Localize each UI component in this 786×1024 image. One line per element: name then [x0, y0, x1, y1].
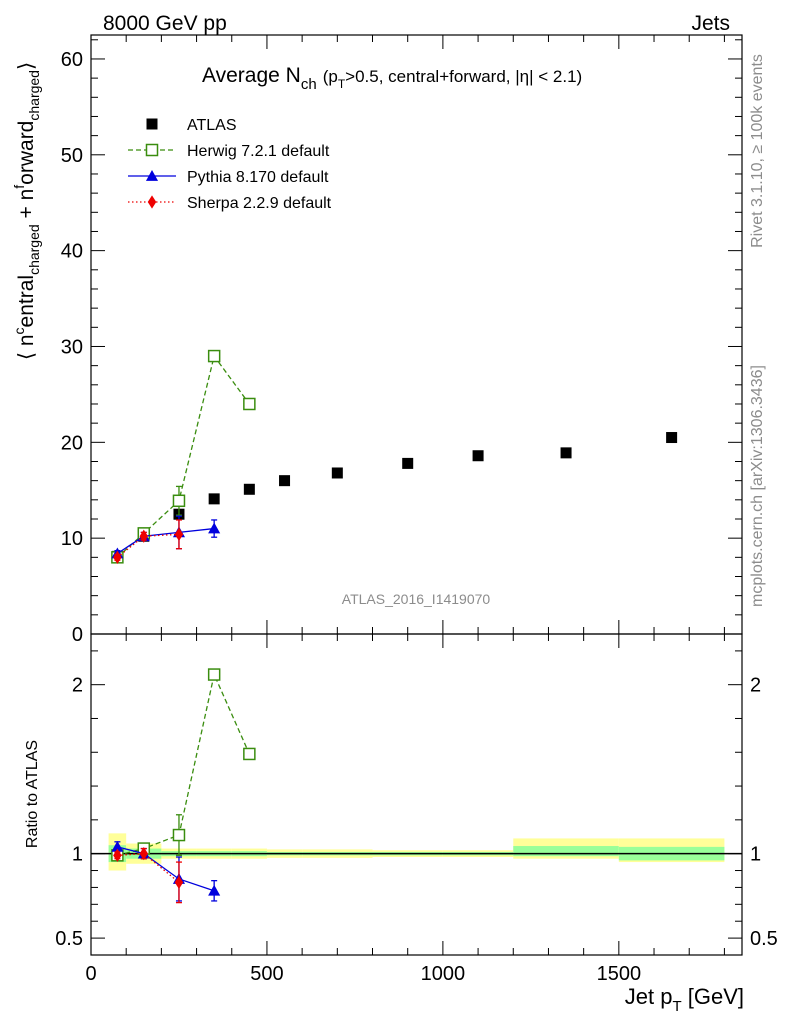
title-cut-sub: T [338, 77, 346, 91]
x-axis-label: Jet pT [GeV] [625, 984, 744, 1015]
energy-label: 8000 GeV pp [103, 12, 227, 35]
chart-title: Average Nch (pT>0.5, central+forward, |η|… [202, 64, 582, 93]
title-main-sub: ch [301, 76, 317, 93]
legend-marker [145, 143, 159, 157]
data-point [560, 447, 572, 459]
analysis-watermark: ATLAS_2016_I1419070 [342, 591, 491, 607]
x-axis-ticks: 0 500 1000 1500 [85, 963, 641, 985]
ylabel-close: ⟩ [15, 62, 38, 70]
x-tick-label: 500 [250, 963, 283, 985]
series-filled-triangle [111, 515, 221, 559]
data-point [331, 467, 343, 479]
ratio-series-line [117, 672, 250, 856]
title-main: Average N [202, 64, 301, 87]
ylabel-c: c [11, 327, 27, 334]
ratio-data-point [113, 848, 122, 862]
ratio-ytick-label-right: 2 [750, 675, 761, 697]
series-line [116, 533, 180, 558]
rivet-label: Rivet 3.1.10, ≥ 100k events [749, 54, 766, 248]
ylabel-open: ⟨ n [15, 334, 38, 360]
main-ytick-label: 60 [61, 49, 83, 71]
legend-label: Pythia 8.170 default [187, 169, 329, 186]
series-line [116, 354, 250, 558]
title-cut-p: (p [323, 67, 338, 86]
ratio-data-point [208, 884, 221, 896]
x-tick-label: 0 [85, 963, 96, 985]
series-filled-square [111, 432, 678, 562]
ratio-panel: 0.5 0.5 1 1 2 2 Ratio to ATLAS 0 500 1000 1500 J… [24, 633, 778, 1015]
ratio-panel-frame [90, 633, 743, 956]
ratio-panel-series [111, 668, 256, 904]
ylabel-sub-charged-2: charged [26, 70, 42, 121]
data-point [113, 550, 122, 564]
xlabel-sub: T [672, 998, 681, 1015]
main-ytick-label-zero: 0 [72, 624, 83, 646]
legend-label: ATLAS [187, 117, 237, 134]
legend-marker [147, 195, 157, 209]
ratio-ytick-label-left: 1 [72, 844, 83, 866]
ylabel-orward: orward [15, 121, 38, 185]
data-point [279, 475, 291, 487]
category-label: Jets [691, 12, 730, 35]
title-cut-rest: >0.5, central+forward, |η| < 2.1) [345, 67, 582, 86]
main-ytick-label: 10 [61, 528, 83, 550]
data-point [243, 397, 256, 411]
ylabel-plus-n: + n [15, 189, 38, 225]
data-point [174, 527, 184, 541]
main-panel: 10 20 30 40 50 60 0 ATLAS_2016_I1419070 Averag… [11, 34, 743, 646]
xlabel-unit: [GeV] [682, 984, 744, 1009]
ratio-series-filled-diamond [113, 846, 184, 904]
ratio-data-point [172, 828, 186, 842]
legend-label: Sherpa 2.2.9 default [187, 195, 332, 212]
uncertainty-band-inner [513, 846, 619, 857]
main-ytick-label: 30 [61, 336, 83, 358]
legend-marker [145, 169, 159, 181]
legend: ATLAS Herwig 7.2.1 default Pythia 8.170 de… [128, 117, 332, 212]
data-point [207, 349, 221, 363]
x-tick-label: 1500 [597, 963, 642, 985]
ratio-ytick-label-right: 1 [750, 844, 761, 866]
ratio-data-point [243, 747, 256, 761]
series-open-square [111, 349, 256, 564]
ratio-ytick-label-left: 0.5 [55, 928, 83, 950]
main-ytick-label: 40 [61, 241, 83, 263]
data-point [402, 457, 414, 469]
main-y-axis-label: ⟨ ncentralcharged + nforwardcharged⟩ [11, 62, 42, 360]
ratio-panel-ticks: 0.5 0.5 1 1 2 2 [55, 634, 778, 955]
ratio-data-point [111, 840, 124, 852]
ratio-data-point [139, 846, 149, 861]
main-panel-ticks: 10 20 30 40 50 60 0 [61, 35, 742, 646]
data-point [208, 522, 221, 534]
main-ytick-label: 20 [61, 432, 83, 454]
ratio-ytick-label-left: 2 [72, 675, 83, 697]
ylabel-entral: entral [15, 275, 38, 328]
ratio-y-axis-label: Ratio to ATLAS [24, 740, 41, 848]
main-ytick-label: 50 [61, 145, 83, 167]
legend-label: Herwig 7.2.1 default [187, 143, 330, 160]
x-tick-label: 1000 [421, 963, 466, 985]
ratio-panel-bands [108, 833, 725, 871]
xlabel-main: Jet p [625, 984, 673, 1009]
ylabel-f: f [11, 185, 27, 189]
ratio-data-point [174, 875, 184, 890]
data-point [243, 483, 255, 495]
data-point [172, 494, 186, 508]
ratio-ytick-label-right: 0.5 [750, 928, 778, 950]
ratio-data-point [207, 668, 221, 681]
ratio-series-open-square [111, 668, 256, 862]
main-panel-series [111, 349, 678, 564]
series-line [117, 527, 215, 555]
mcplots-label: mcplots.cern.ch [arXiv:1306.3436] [749, 365, 766, 607]
series-filled-diamond [113, 519, 184, 564]
data-point [139, 529, 149, 543]
legend-marker [146, 118, 158, 130]
data-point [666, 432, 678, 444]
ratio-series-line [117, 852, 180, 883]
ylabel-sub-charged-1: charged [26, 224, 42, 275]
data-point [472, 450, 484, 462]
data-point [208, 493, 220, 505]
ratio-series-line [117, 846, 215, 892]
